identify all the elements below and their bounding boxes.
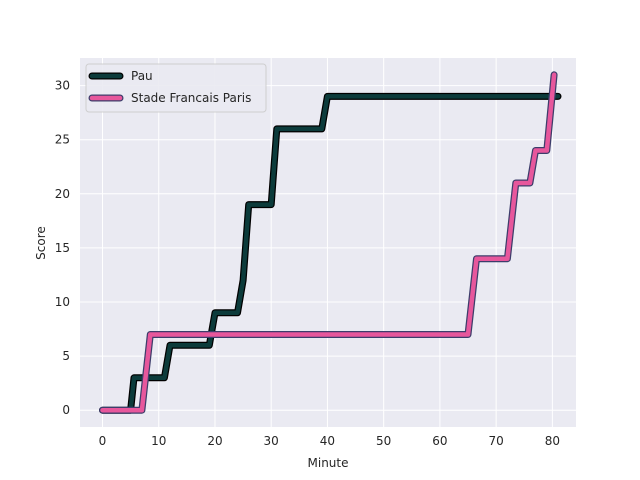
y-tick-label: 25 [55, 133, 70, 147]
y-tick-labels: 0 5 10 15 20 25 30 [55, 79, 70, 418]
x-tick-label: 0 [99, 434, 107, 448]
x-tick-label: 20 [207, 434, 222, 448]
series-line-stade-francais-paris [100, 72, 557, 413]
y-tick-label: 0 [62, 403, 70, 417]
x-tick-labels: 0 10 20 30 40 50 60 70 80 [99, 434, 560, 448]
y-axis-label: Score [34, 226, 48, 260]
y-tick-label: 30 [55, 79, 70, 93]
y-tick-label: 20 [55, 187, 70, 201]
x-tick-label: 40 [320, 434, 335, 448]
x-tick-label: 50 [376, 434, 391, 448]
legend-label-pau: Pau [131, 69, 153, 83]
x-tick-label: 80 [545, 434, 560, 448]
plot-background [80, 58, 576, 427]
x-axis-label: Minute [308, 456, 349, 470]
x-tick-label: 10 [151, 434, 166, 448]
legend: Pau Stade Francais Paris [85, 63, 267, 113]
x-tick-label: 30 [264, 434, 279, 448]
legend-box [85, 63, 267, 113]
legend-label-stade-francais: Stade Francais Paris [131, 91, 251, 105]
x-tick-label: 60 [432, 434, 447, 448]
y-tick-label: 15 [55, 241, 70, 255]
x-tick-label: 70 [489, 434, 504, 448]
series-lines [99, 71, 562, 414]
y-tick-label: 5 [62, 349, 70, 363]
y-tick-label: 10 [55, 295, 70, 309]
